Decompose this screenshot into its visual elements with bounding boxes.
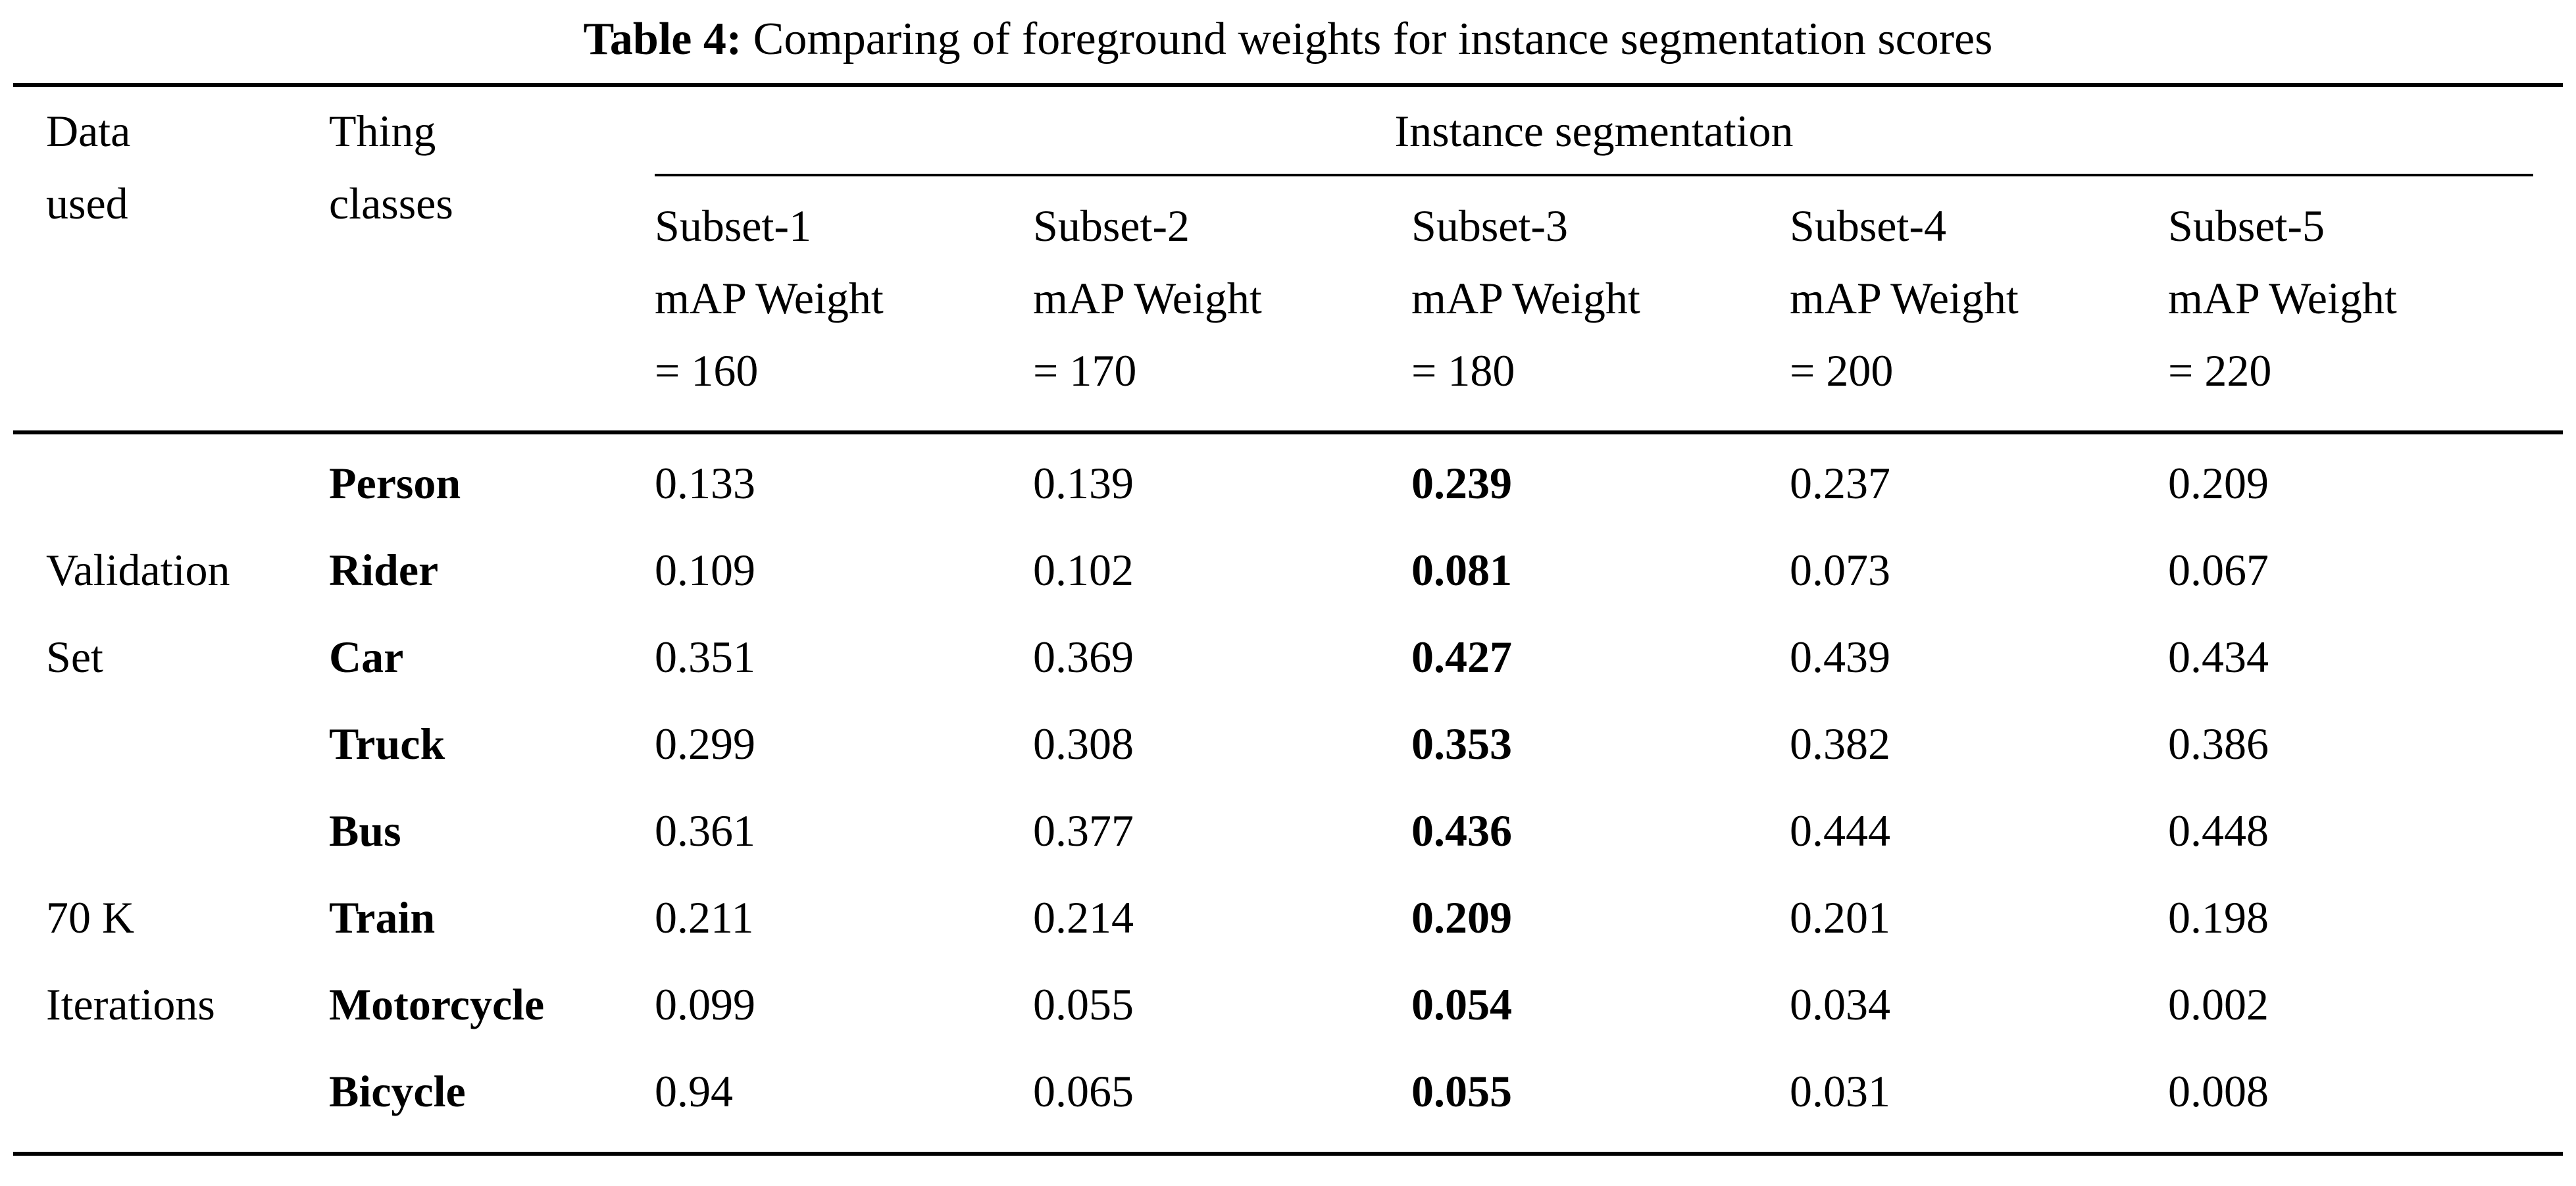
thing-class-cell: Motorcycle [329, 979, 545, 1029]
map-value-cell: 0.299 [655, 718, 755, 769]
map-value-cell: 0.386 [2168, 718, 2269, 769]
subset-4-metric: mAP Weight [1790, 273, 2019, 323]
column-header-subset-1: Subset-1 mAP Weight = 160 [655, 176, 1033, 430]
thing-class-cell: Truck [329, 718, 445, 769]
column-header-thing-classes: Thing classes [329, 87, 655, 430]
subset-5-weight: = 220 [2168, 346, 2272, 396]
map-value-cell: 0.034 [1790, 979, 1890, 1029]
thing-class-cell: Bus [329, 805, 401, 856]
subset-1-metric: mAP Weight [655, 273, 884, 323]
map-value-cell-best: 0.353 [1411, 718, 1512, 769]
map-value-cell-best: 0.055 [1411, 1066, 1512, 1116]
map-value-cell: 0.369 [1033, 631, 1134, 682]
table-bottom-rule [13, 1152, 2563, 1156]
column-header-data-used-line1: Data [46, 106, 131, 156]
column-header-thing-classes-line2: classes [329, 178, 453, 228]
map-value-cell: 0.133 [655, 457, 755, 508]
map-value-cell: 0.448 [2168, 805, 2269, 856]
data-used-cell: Set [46, 631, 103, 682]
thing-class-cell: Person [329, 457, 461, 508]
table-header: Data used Thing classes Instance segment… [13, 87, 2563, 430]
map-value-cell: 0.351 [655, 631, 755, 682]
map-value-cell: 0.109 [655, 544, 755, 595]
subset-2-metric: mAP Weight [1033, 273, 1262, 323]
column-header-subset-5: Subset-5 mAP Weight = 220 [2168, 176, 2563, 430]
data-used-cell [46, 440, 329, 527]
thing-class-cell: Train [329, 892, 436, 942]
map-value-cell-best: 0.427 [1411, 631, 1512, 682]
map-value-cell-best: 0.436 [1411, 805, 1512, 856]
subset-5-metric: mAP Weight [2168, 273, 2397, 323]
map-value-cell: 0.073 [1790, 544, 1890, 595]
table-top-rule [13, 83, 2563, 87]
map-value-cell-best: 0.209 [1411, 892, 1512, 942]
map-value-cell: 0.201 [1790, 892, 1890, 942]
column-header-subset-3: Subset-3 mAP Weight = 180 [1411, 176, 1790, 430]
thing-class-cell: Bicycle [329, 1066, 466, 1116]
results-table: Data used Thing classes Instance segment… [13, 83, 2563, 1156]
map-value-cell: 0.139 [1033, 457, 1134, 508]
map-value-cell: 0.198 [2168, 892, 2269, 942]
data-used-cell [46, 787, 329, 874]
map-value-cell: 0.102 [1033, 544, 1134, 595]
subset-5-name: Subset-5 [2168, 201, 2325, 251]
map-value-cell: 0.065 [1033, 1066, 1134, 1116]
subset-3-weight: = 180 [1411, 346, 1515, 396]
subset-4-weight: = 200 [1790, 346, 1894, 396]
map-value-cell: 0.308 [1033, 718, 1134, 769]
thing-class-cell: Car [329, 631, 404, 682]
map-value-cell: 0.94 [655, 1066, 733, 1116]
map-value-cell: 0.237 [1790, 457, 1890, 508]
map-value-cell: 0.055 [1033, 979, 1134, 1029]
map-value-cell-best: 0.054 [1411, 979, 1512, 1029]
subset-1-weight: = 160 [655, 346, 759, 396]
map-value-cell: 0.377 [1033, 805, 1134, 856]
map-value-cell-best: 0.239 [1411, 457, 1512, 508]
map-value-cell: 0.031 [1790, 1066, 1890, 1116]
table-body: Person 0.133 0.139 0.239 0.237 0.209 Val… [13, 434, 2563, 1152]
data-used-cell [46, 1048, 329, 1135]
map-value-cell: 0.099 [655, 979, 755, 1029]
map-value-cell: 0.434 [2168, 631, 2269, 682]
thing-class-cell: Rider [329, 544, 439, 595]
subset-3-name: Subset-3 [1411, 201, 1568, 251]
table-caption-text: Comparing of foreground weights for inst… [753, 14, 1993, 64]
map-value-cell: 0.439 [1790, 631, 1890, 682]
map-value-cell: 0.008 [2168, 1066, 2269, 1116]
column-header-thing-classes-line1: Thing [329, 106, 436, 156]
column-group-header-instance-segmentation: Instance segmentation [655, 87, 2533, 176]
map-value-cell: 0.067 [2168, 544, 2269, 595]
map-value-cell-best: 0.081 [1411, 544, 1512, 595]
map-value-cell: 0.214 [1033, 892, 1134, 942]
table-header-rule [13, 430, 2563, 434]
map-value-cell: 0.361 [655, 805, 755, 856]
data-used-cell [46, 700, 329, 787]
subset-2-name: Subset-2 [1033, 201, 1190, 251]
subset-2-weight: = 170 [1033, 346, 1137, 396]
table-caption-label: Table 4: [583, 14, 742, 64]
data-used-cell: Validation [46, 544, 230, 595]
subset-3-metric: mAP Weight [1411, 273, 1640, 323]
data-used-cell: 70 K [46, 892, 135, 942]
column-header-subset-2: Subset-2 mAP Weight = 170 [1033, 176, 1411, 430]
map-value-cell: 0.444 [1790, 805, 1890, 856]
table-caption: Table 4: Comparing of foreground weights… [0, 0, 2576, 83]
map-value-cell: 0.002 [2168, 979, 2269, 1029]
map-value-cell: 0.209 [2168, 457, 2269, 508]
map-value-cell: 0.382 [1790, 718, 1890, 769]
column-header-subset-4: Subset-4 mAP Weight = 200 [1790, 176, 2168, 430]
column-header-data-used-line2: used [46, 178, 128, 228]
data-used-cell: Iterations [46, 979, 215, 1029]
subset-1-name: Subset-1 [655, 201, 811, 251]
subset-4-name: Subset-4 [1790, 201, 1946, 251]
column-header-data-used: Data used [46, 87, 329, 430]
map-value-cell: 0.211 [655, 892, 754, 942]
